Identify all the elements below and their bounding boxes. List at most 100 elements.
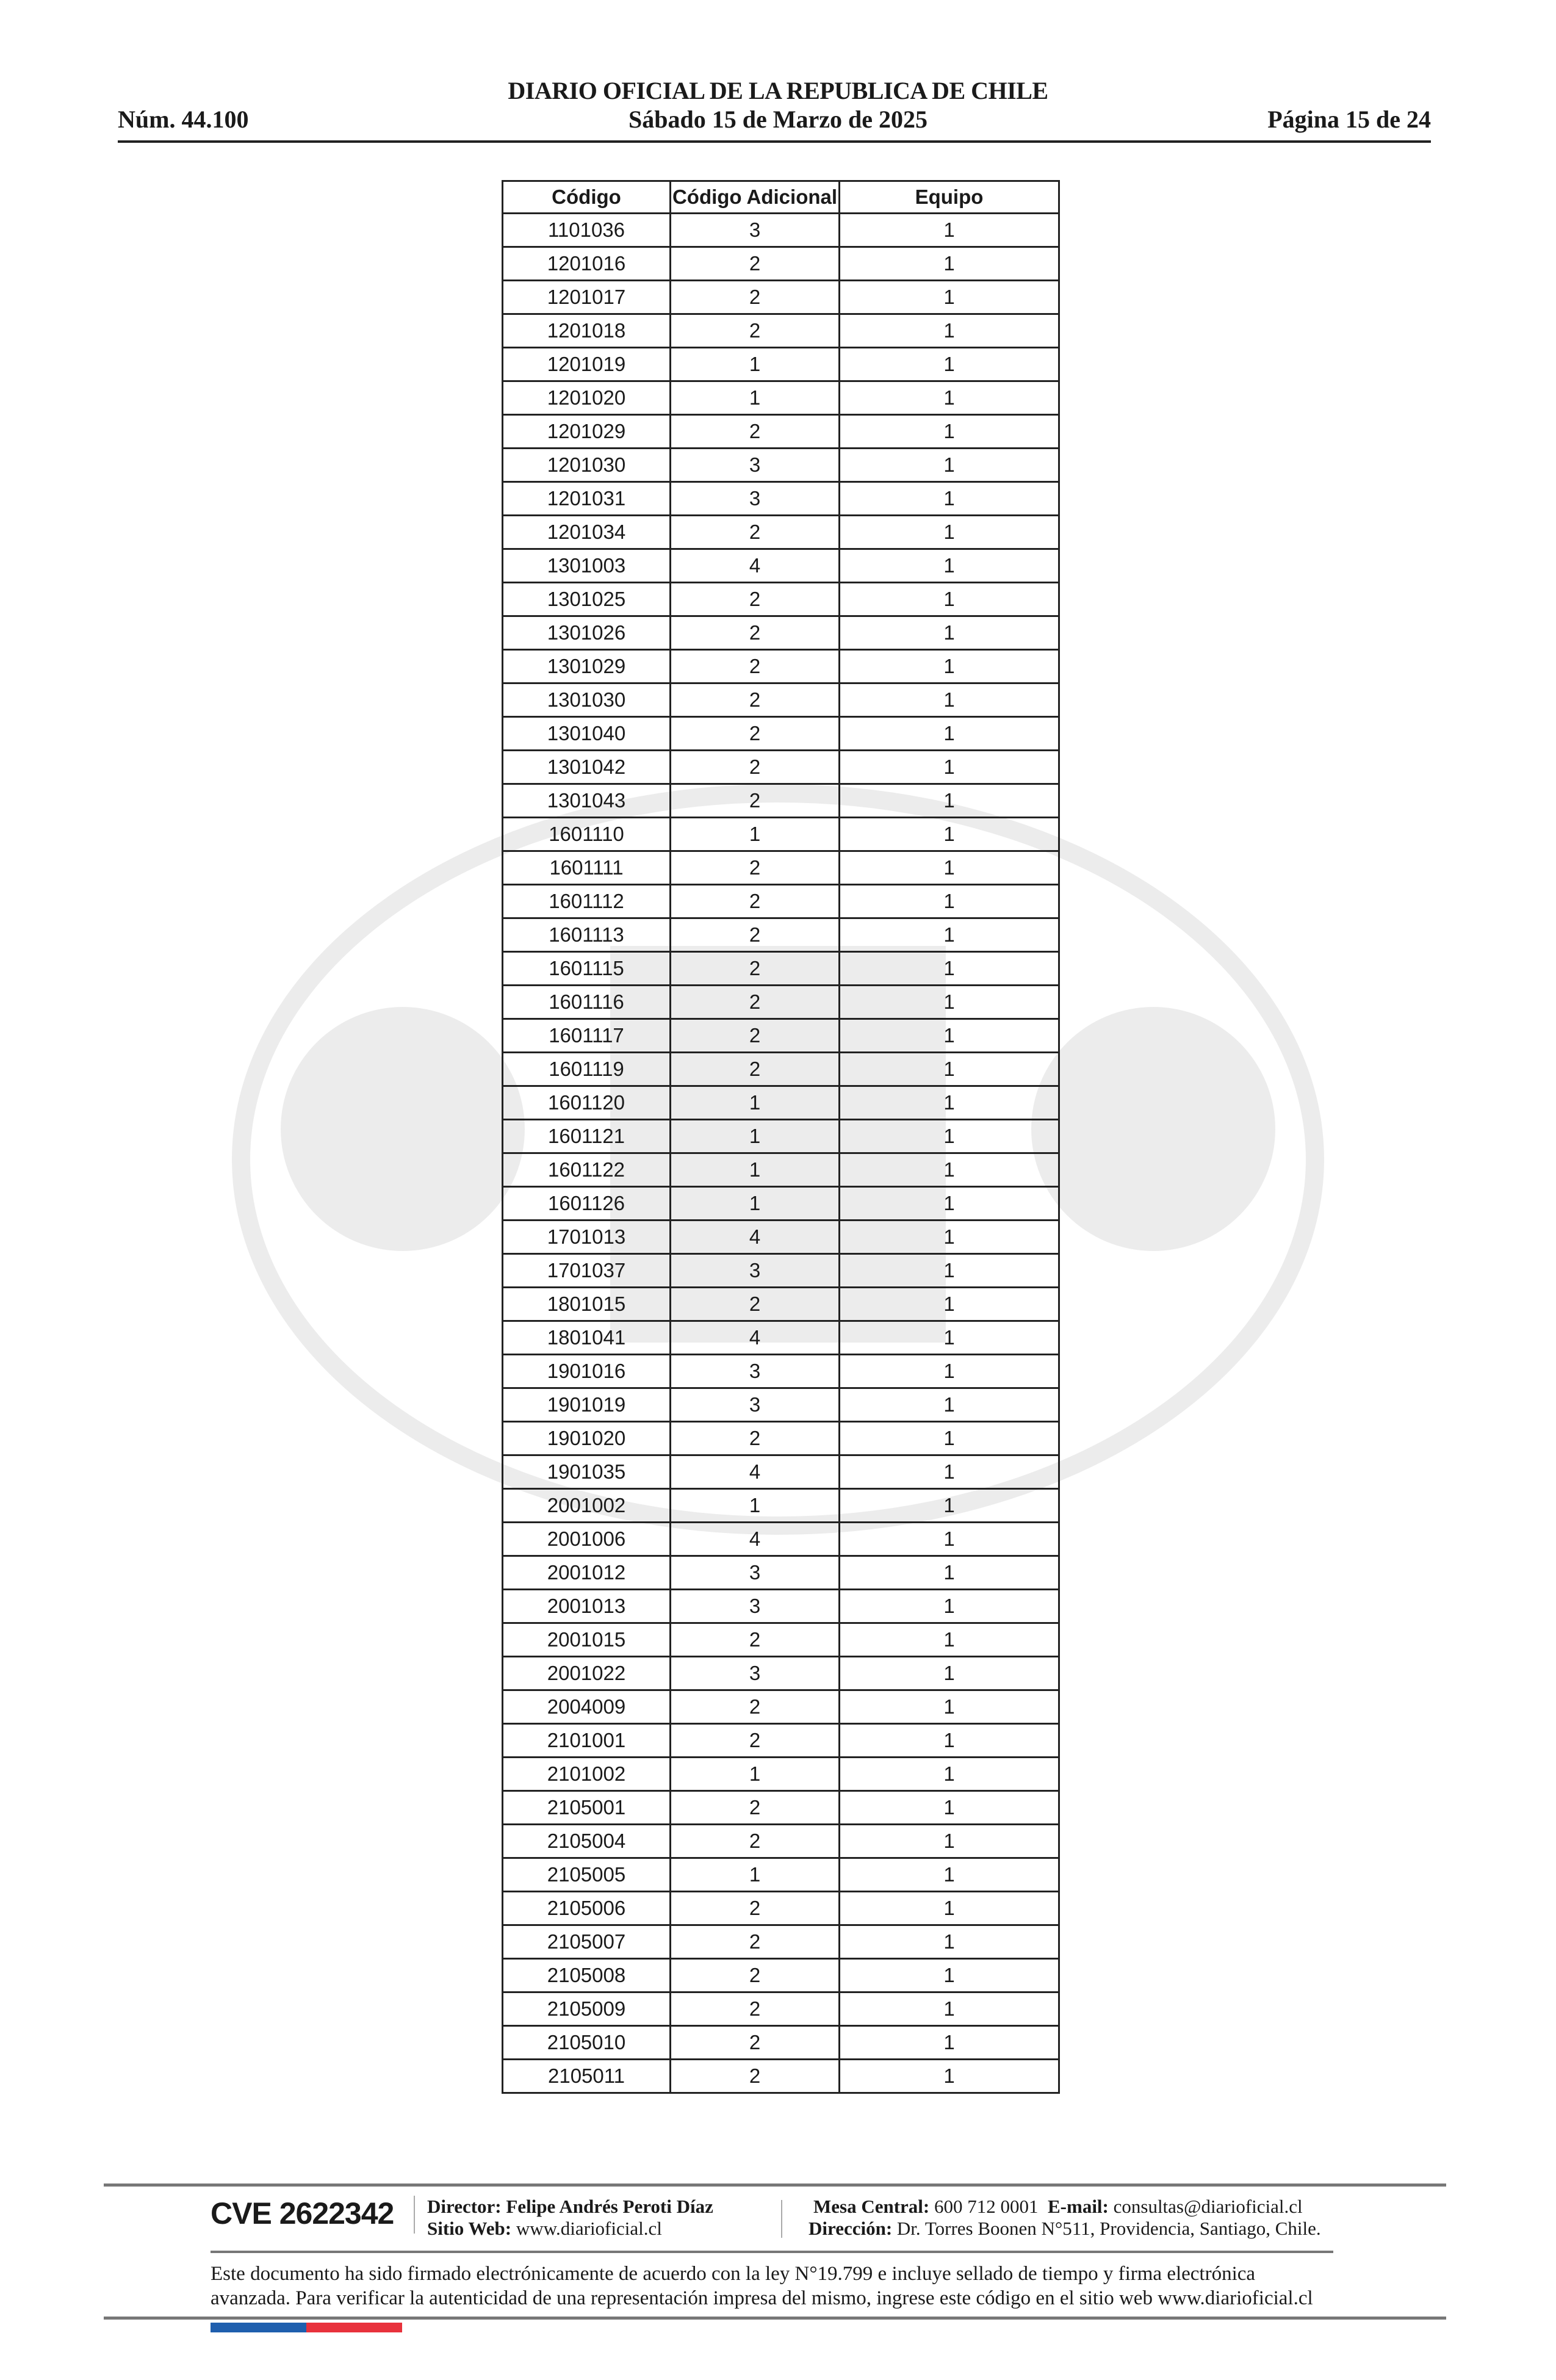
table-row: 2001012 3 1	[502, 1555, 1060, 1590]
table-row: 1801015 2 1	[502, 1286, 1060, 1322]
cell-codigo: 1201031	[502, 481, 671, 516]
column-header-equipo: Equipo	[838, 180, 1060, 214]
cell-equipo: 1	[838, 1656, 1060, 1691]
cell-codigo: 2105009	[502, 1991, 671, 2027]
cell-equipo: 1	[838, 1253, 1060, 1288]
cell-codigo-adicional: 2	[669, 1051, 840, 1087]
table-row: 2105004 2 1	[502, 1823, 1060, 1859]
cell-codigo: 2001022	[502, 1656, 671, 1691]
cell-equipo: 1	[838, 1186, 1060, 1221]
table-row: 1601121 1 1	[502, 1119, 1060, 1154]
page-title: DIARIO OFICIAL DE LA REPUBLICA DE CHILE	[508, 77, 1048, 104]
cell-codigo: 1301003	[502, 548, 671, 583]
cell-equipo: 1	[838, 582, 1060, 617]
cell-equipo: 1	[838, 1454, 1060, 1490]
table-row: 1601122 1 1	[502, 1152, 1060, 1188]
column-header-codigo: Código	[502, 180, 671, 214]
cell-equipo: 1	[838, 783, 1060, 818]
cell-equipo: 1	[838, 749, 1060, 785]
cell-equipo: 1	[838, 212, 1060, 248]
table-row: 1901016 3 1	[502, 1354, 1060, 1389]
table-row: 2105010 2 1	[502, 2025, 1060, 2060]
cell-equipo: 1	[838, 817, 1060, 852]
cell-equipo: 1	[838, 1521, 1060, 1557]
cell-equipo: 1	[838, 1219, 1060, 1255]
email-link[interactable]: consultas@diarioficial.cl	[1113, 2196, 1303, 2217]
cell-codigo: 1801015	[502, 1286, 671, 1322]
cell-equipo: 1	[838, 984, 1060, 1020]
cell-codigo-adicional: 2	[669, 850, 840, 885]
cell-codigo: 1901020	[502, 1421, 671, 1456]
cell-equipo: 1	[838, 1823, 1060, 1859]
table-row: 1201029 2 1	[502, 414, 1060, 449]
page-number: Página 15 de 24	[1267, 106, 1431, 133]
cell-codigo: 1301043	[502, 783, 671, 818]
cell-codigo-adicional: 2	[669, 749, 840, 785]
cell-codigo-adicional: 2	[669, 682, 840, 718]
cell-codigo: 1301040	[502, 716, 671, 751]
website-link[interactable]: www.diarioficial.cl	[516, 2218, 662, 2239]
table-row: 2105011 2 1	[502, 2058, 1060, 2094]
cell-codigo-adicional: 1	[669, 380, 840, 416]
cell-codigo-adicional: 2	[669, 649, 840, 684]
cell-codigo: 1301025	[502, 582, 671, 617]
cell-codigo: 1301030	[502, 682, 671, 718]
cell-codigo-adicional: 1	[669, 1152, 840, 1188]
cell-codigo-adicional: 2	[669, 1689, 840, 1725]
table-row: 1301042 2 1	[502, 749, 1060, 785]
cell-equipo: 1	[838, 447, 1060, 483]
cell-codigo: 2105001	[502, 1790, 671, 1825]
cell-codigo: 2105010	[502, 2025, 671, 2060]
table-row: 1901020 2 1	[502, 1421, 1060, 1456]
table-row: 2105009 2 1	[502, 1991, 1060, 2027]
cell-codigo: 1101036	[502, 212, 671, 248]
table-row: 1901019 3 1	[502, 1387, 1060, 1423]
table-row: 1201034 2 1	[502, 514, 1060, 550]
cell-codigo-adicional: 2	[669, 2058, 840, 2094]
footer-separator	[414, 2196, 415, 2234]
footer-bottom-rule	[104, 2317, 1446, 2320]
table-row: 1201018 2 1	[502, 313, 1060, 348]
table-row: 1201017 2 1	[502, 279, 1060, 315]
cell-equipo: 1	[838, 1857, 1060, 1892]
cell-equipo: 1	[838, 1622, 1060, 1657]
cell-codigo-adicional: 2	[669, 1790, 840, 1825]
cell-codigo-adicional: 2	[669, 246, 840, 281]
flag-bar-red	[306, 2323, 402, 2332]
cve-code: CVE 2622342	[211, 2196, 394, 2230]
cell-codigo: 1601117	[502, 1018, 671, 1053]
cell-equipo: 1	[838, 1555, 1060, 1590]
cell-codigo: 2001002	[502, 1488, 671, 1523]
cell-codigo: 1301026	[502, 615, 671, 651]
cell-codigo: 1601112	[502, 884, 671, 919]
cell-codigo-adicional: 3	[669, 1588, 840, 1624]
cell-codigo-adicional: 1	[669, 1186, 840, 1221]
address-text: Dr. Torres Boonen N°511, Providencia, Sa…	[896, 2218, 1321, 2239]
cell-codigo-adicional: 2	[669, 1421, 840, 1456]
cell-codigo-adicional: 3	[669, 1555, 840, 1590]
cell-equipo: 1	[838, 1958, 1060, 1993]
cell-equipo: 1	[838, 1790, 1060, 1825]
header-rule	[118, 140, 1431, 143]
cell-codigo: 1601110	[502, 817, 671, 852]
cell-codigo-adicional: 2	[669, 2025, 840, 2060]
table-row: 2105001 2 1	[502, 1790, 1060, 1825]
cell-codigo: 1601120	[502, 1085, 671, 1120]
cell-equipo: 1	[838, 682, 1060, 718]
cell-codigo: 1201020	[502, 380, 671, 416]
cell-equipo: 1	[838, 1387, 1060, 1423]
table-row: 2105007 2 1	[502, 1924, 1060, 1960]
issue-number: Núm. 44.100	[118, 106, 249, 133]
cell-codigo: 1601116	[502, 984, 671, 1020]
cell-codigo: 1601119	[502, 1051, 671, 1087]
cell-codigo: 2001012	[502, 1555, 671, 1590]
cell-codigo: 1701037	[502, 1253, 671, 1288]
cell-codigo-adicional: 2	[669, 1622, 840, 1657]
table-row: 1301003 4 1	[502, 548, 1060, 583]
cell-codigo-adicional: 4	[669, 1521, 840, 1557]
cell-equipo: 1	[838, 716, 1060, 751]
cell-equipo: 1	[838, 347, 1060, 382]
table-row: 1601113 2 1	[502, 917, 1060, 953]
cell-equipo: 1	[838, 1085, 1060, 1120]
cell-codigo: 1201029	[502, 414, 671, 449]
